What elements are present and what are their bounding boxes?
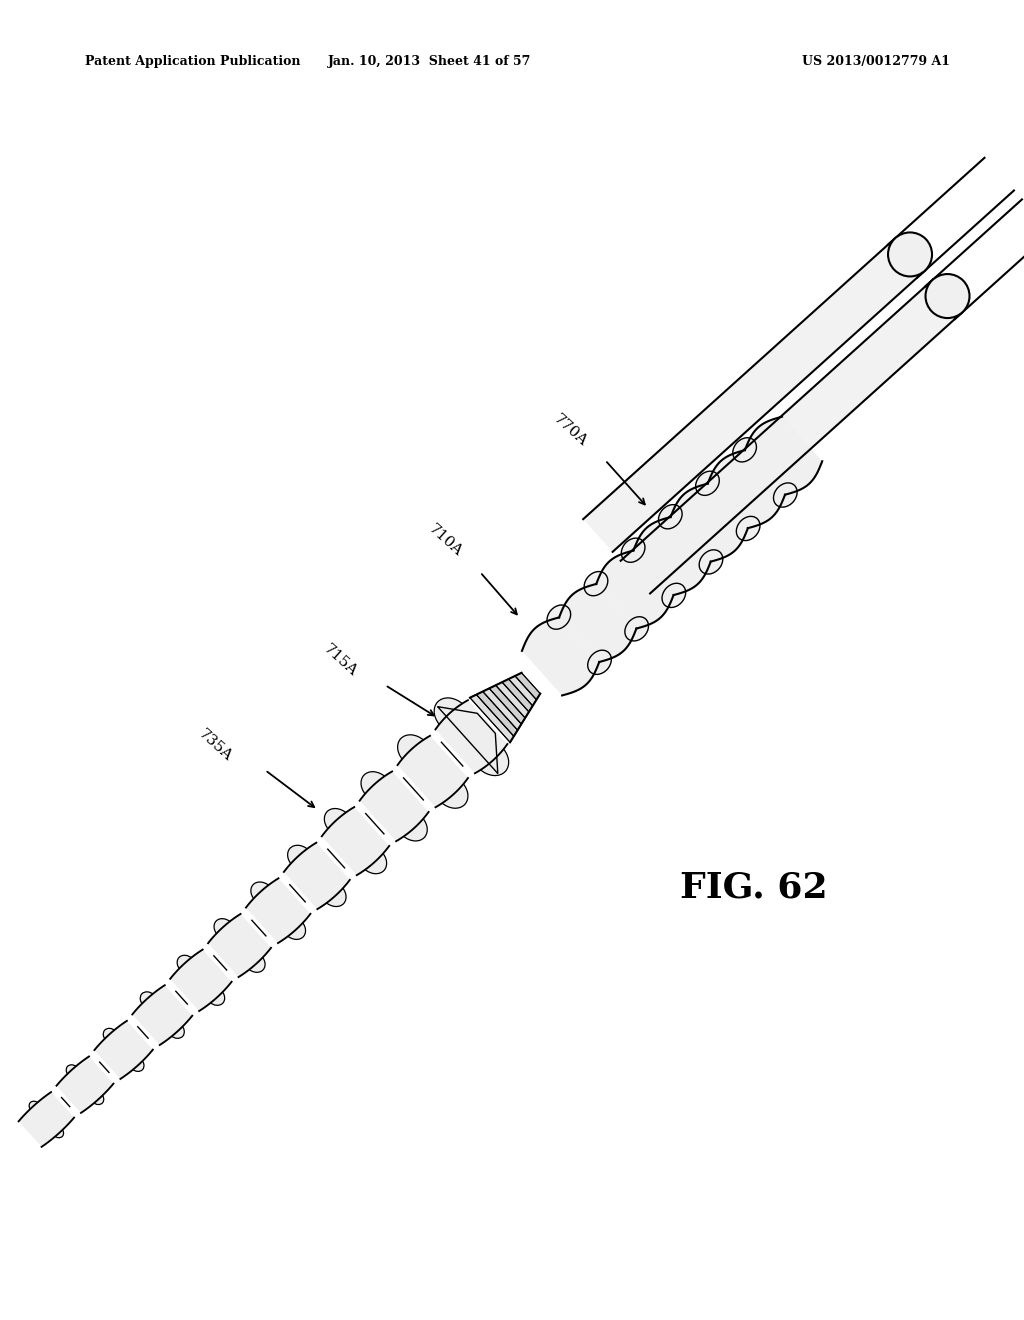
Polygon shape: [744, 417, 822, 495]
Ellipse shape: [584, 572, 608, 595]
Text: Patent Application Publication: Patent Application Publication: [85, 55, 300, 69]
Ellipse shape: [29, 1101, 42, 1113]
Polygon shape: [246, 878, 310, 942]
Ellipse shape: [699, 550, 723, 574]
Text: 735A: 735A: [196, 726, 234, 763]
Ellipse shape: [622, 539, 645, 562]
Polygon shape: [476, 692, 517, 737]
Polygon shape: [522, 618, 599, 696]
Polygon shape: [634, 517, 711, 595]
Polygon shape: [621, 280, 963, 594]
Ellipse shape: [472, 739, 509, 776]
Polygon shape: [483, 688, 521, 730]
Polygon shape: [708, 450, 785, 528]
Ellipse shape: [588, 651, 611, 675]
Polygon shape: [489, 685, 525, 725]
Ellipse shape: [397, 735, 432, 768]
Polygon shape: [509, 676, 537, 706]
Polygon shape: [132, 985, 193, 1045]
Ellipse shape: [434, 775, 468, 808]
Ellipse shape: [357, 846, 387, 874]
Text: 710A: 710A: [425, 521, 465, 558]
Polygon shape: [170, 949, 231, 1011]
Text: 715A: 715A: [321, 642, 359, 678]
Polygon shape: [94, 1020, 153, 1078]
Ellipse shape: [167, 1020, 184, 1039]
Ellipse shape: [205, 986, 224, 1006]
Ellipse shape: [319, 880, 346, 907]
Ellipse shape: [325, 809, 353, 837]
Ellipse shape: [733, 438, 757, 462]
Polygon shape: [208, 913, 271, 977]
Ellipse shape: [396, 810, 427, 841]
Ellipse shape: [547, 605, 570, 630]
Polygon shape: [437, 706, 498, 774]
Ellipse shape: [926, 275, 970, 318]
Polygon shape: [559, 583, 636, 663]
Polygon shape: [18, 1092, 74, 1147]
Polygon shape: [496, 682, 529, 718]
Polygon shape: [56, 1056, 114, 1113]
Ellipse shape: [434, 698, 471, 734]
Ellipse shape: [51, 1126, 63, 1138]
Text: FIG. 62: FIG. 62: [680, 870, 827, 904]
Ellipse shape: [663, 583, 686, 607]
Ellipse shape: [625, 616, 648, 642]
Ellipse shape: [658, 504, 682, 529]
Ellipse shape: [140, 991, 158, 1010]
Polygon shape: [359, 771, 429, 841]
Ellipse shape: [695, 471, 719, 495]
Ellipse shape: [888, 232, 932, 276]
Polygon shape: [470, 694, 514, 742]
Polygon shape: [502, 678, 532, 711]
Ellipse shape: [177, 956, 197, 974]
Polygon shape: [596, 550, 674, 628]
Ellipse shape: [282, 916, 305, 940]
Polygon shape: [397, 735, 468, 808]
Polygon shape: [284, 842, 350, 909]
Ellipse shape: [67, 1065, 80, 1078]
Text: US 2013/0012779 A1: US 2013/0012779 A1: [802, 55, 950, 69]
Polygon shape: [435, 700, 508, 774]
Ellipse shape: [251, 882, 275, 906]
Text: 770A: 770A: [551, 412, 590, 449]
Ellipse shape: [243, 950, 265, 973]
Ellipse shape: [288, 845, 314, 871]
Polygon shape: [322, 807, 389, 875]
Ellipse shape: [361, 772, 392, 803]
Ellipse shape: [89, 1090, 103, 1105]
Polygon shape: [671, 483, 748, 561]
Ellipse shape: [214, 919, 236, 940]
Ellipse shape: [103, 1028, 119, 1044]
Polygon shape: [584, 238, 925, 552]
Text: Jan. 10, 2013  Sheet 41 of 57: Jan. 10, 2013 Sheet 41 of 57: [329, 55, 531, 69]
Ellipse shape: [128, 1056, 144, 1072]
Ellipse shape: [736, 516, 760, 541]
Polygon shape: [515, 673, 541, 700]
Ellipse shape: [773, 483, 797, 507]
